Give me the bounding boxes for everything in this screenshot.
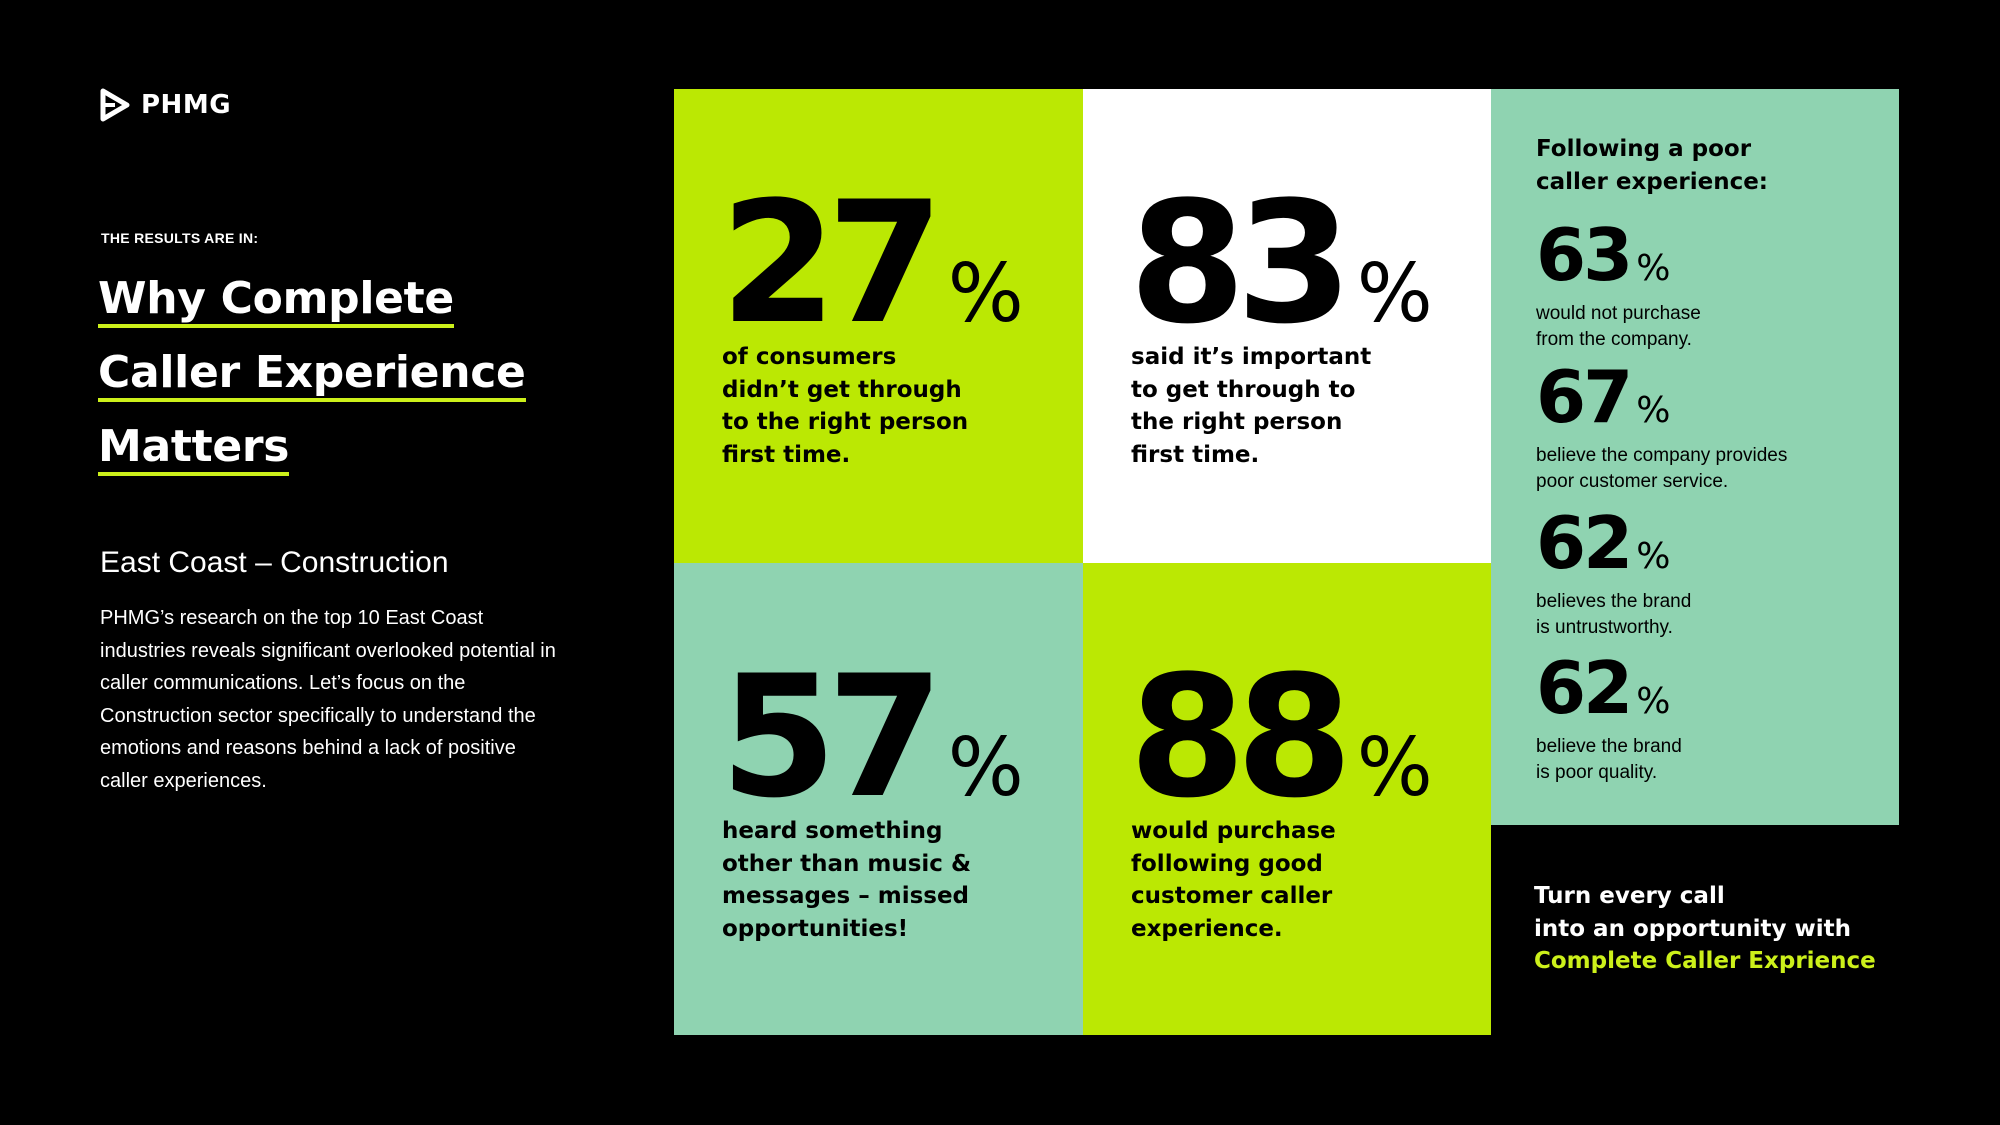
stat-value: 83 [1129,165,1353,361]
caption-line: believe the brand [1536,736,1682,757]
title-line-text: Matters [98,421,289,476]
stat-value: 57 [720,639,944,835]
stat-unit: % [1356,247,1433,340]
stat-caption: would not purchase from the company. [1536,301,1836,352]
stat-unit: % [947,721,1024,814]
title-line-text: Caller Experience [98,347,526,402]
caption-line: to the right person [722,409,969,435]
heading-line: Following a poor [1536,136,1752,162]
title-line: Why Complete [98,262,526,336]
cta-line: into an opportunity with [1534,915,1851,942]
caption-line: is untrustworthy. [1536,616,1673,638]
stat-tile-important-to-get-through: 83% said it’s important to get through t… [1083,89,1491,563]
caption-line: poor customer service. [1536,470,1729,492]
stat-value: 88 [1129,639,1353,835]
stat-caption: believe the brand is poor quality. [1536,734,1836,785]
caption-line: of consumers [722,344,897,370]
play-triangle-icon [100,88,130,122]
brand-logo: PHMG [99,88,231,122]
caption-line: to get through to [1131,376,1356,403]
stat-figure: 88% [1129,653,1433,821]
caption-line: from the company. [1536,328,1692,350]
title-line: Caller Experience [98,336,526,410]
stat-unit: % [1636,536,1671,577]
stat-figure: 83% [1129,179,1433,347]
caption-line: first time. [722,441,851,468]
title-line: Matters [98,410,526,484]
stat-value: 67 [1536,355,1633,439]
stat-figure: 57% [720,653,1024,821]
stat-caption: of consumers didn’t get through to the r… [722,341,1062,471]
caption-line: believe the company provides [1536,445,1788,466]
page-title: Why Complete Caller Experience Matters [98,262,526,484]
stat-figure: 67% [1536,361,1836,433]
stat-value: 63 [1536,213,1633,297]
stat-tile-would-purchase: 88% would purchase following good custom… [1083,563,1491,1035]
caption-line: other than music & [722,850,972,877]
eyebrow-label: THE RESULTS ARE IN: [101,230,259,246]
stat-unit: % [1636,248,1671,289]
description-paragraph: PHMG’s research on the top 10 East Coast… [100,607,556,792]
brand-name: PHMG [141,90,232,120]
stat-figure: 63% [1536,219,1836,291]
stat-value: 62 [1536,501,1633,585]
caption-line: would purchase [1131,818,1336,844]
stat-value: 27 [720,165,944,361]
cta-highlight: Complete Caller Exprience [1534,948,1876,974]
stat-caption: believe the company provides poor custom… [1536,443,1836,494]
heading-line: caller experience: [1536,169,1768,195]
stat-figure: 27% [720,179,1024,347]
caption-line: opportunities! [722,915,909,942]
stat-caption: believes the brand is untrustworthy. [1536,589,1836,640]
stat-unit: % [947,247,1024,340]
caption-line: is poor quality. [1536,761,1658,783]
caption-line: customer caller [1131,883,1333,909]
stat-caption: heard something other than music & messa… [722,815,1062,945]
stat-caption: would purchase following good customer c… [1131,815,1471,945]
caption-line: the right person [1131,409,1343,435]
caption-line: following good [1131,850,1323,877]
caption-line: didn’t get through [722,376,962,403]
cta-line: Turn every call [1534,883,1725,909]
caption-line: messages – missed [722,883,970,909]
caption-line: said it’s important [1131,344,1372,370]
poor-experience-heading: Following a poor caller experience: [1536,133,1856,199]
title-line-text: Why Complete [98,273,454,328]
stat-figure: 62% [1536,652,1836,724]
poor-experience-stat: 62% believes the brand is untrustworthy. [1536,507,1836,640]
caption-line: would not purchase [1536,303,1701,324]
caption-line: experience. [1131,915,1283,942]
poor-experience-stat: 67% believe the company provides poor cu… [1536,361,1836,494]
stat-caption: said it’s important to get through to th… [1131,341,1471,471]
caption-line: believes the brand [1536,591,1692,612]
call-to-action: Turn every call into an opportunity with… [1534,880,1954,978]
stat-unit: % [1356,721,1433,814]
caption-line: first time. [1131,441,1260,468]
caption-line: heard something [722,818,943,844]
stat-tile-heard-something-else: 57% heard something other than music & m… [674,563,1083,1035]
stat-unit: % [1636,681,1671,722]
section-subtitle: East Coast – Construction [100,546,449,579]
stat-tile-consumers-not-through: 27% of consumers didn’t get through to t… [674,89,1083,563]
poor-experience-panel: Following a poor caller experience: 63% … [1491,89,1899,825]
stat-figure: 62% [1536,507,1836,579]
poor-experience-stat: 63% would not purchase from the company. [1536,219,1836,352]
poor-experience-stat: 62% believe the brand is poor quality. [1536,652,1836,785]
stat-value: 62 [1536,646,1633,730]
stat-unit: % [1636,390,1671,431]
